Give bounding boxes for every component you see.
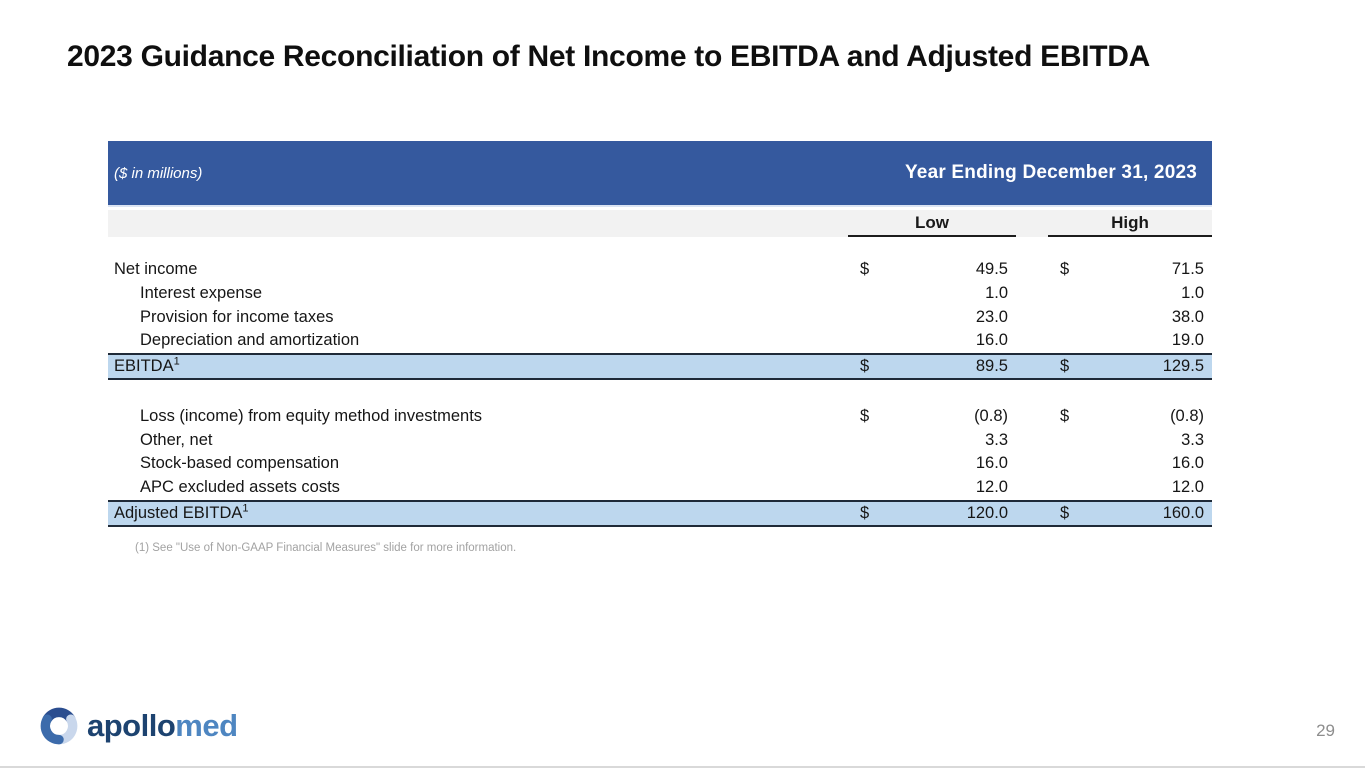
high-dollar-sign: $	[1060, 407, 1070, 426]
high-value: (0.8)	[1170, 407, 1204, 426]
header-accent-line	[108, 205, 1212, 207]
high-value: 129.5	[1162, 356, 1204, 375]
low-dollar-sign: $	[860, 407, 870, 426]
high-dollar-sign: $	[1060, 260, 1070, 279]
row-label: APC excluded assets costs	[140, 478, 340, 497]
column-header-high: High	[1048, 210, 1212, 237]
table-rows: Net income $49.5 $71.5 Interest expense 1.0 1…	[108, 258, 1212, 527]
page-number: 29	[1316, 721, 1335, 740]
high-value: 19.0	[1171, 331, 1204, 350]
low-value: (0.8)	[974, 407, 1008, 426]
header-gap	[108, 207, 1212, 210]
column-header-low: Low	[848, 210, 1016, 237]
low-value: 23.0	[975, 307, 1008, 326]
low-value: 89.5	[975, 356, 1008, 375]
high-value: 12.0	[1171, 478, 1204, 497]
table-row: Other, net 3.3 3.3	[108, 428, 1212, 452]
low-value: 12.0	[975, 478, 1008, 497]
low-value: 120.0	[966, 503, 1008, 522]
high-value: 38.0	[1171, 307, 1204, 326]
table-row: Net income $49.5 $71.5	[108, 258, 1212, 282]
row-label: Net income	[114, 260, 198, 279]
table-row: Adjusted EBITDA1 $120.0 $160.0	[108, 499, 1212, 527]
low-value: 1.0	[985, 284, 1008, 303]
company-logo: apollomed	[38, 705, 238, 747]
high-value: 71.5	[1171, 260, 1204, 279]
column-header-band: Low High	[108, 210, 1212, 237]
low-value: 3.3	[985, 430, 1008, 449]
logo-wordmark: apollomed	[87, 705, 238, 747]
high-value: 16.0	[1171, 454, 1204, 473]
table-row: Loss (income) from equity method investm…	[108, 405, 1212, 429]
low-value: 49.5	[975, 260, 1008, 279]
page-title: 2023 Guidance Reconciliation of Net Inco…	[67, 40, 1150, 73]
footnote: (1) See "Use of Non-GAAP Financial Measu…	[135, 542, 517, 554]
high-dollar-sign: $	[1060, 503, 1070, 522]
high-value: 160.0	[1162, 503, 1204, 522]
table-row: Depreciation and amortization 16.0 19.0	[108, 329, 1212, 353]
table-row: EBITDA1 $89.5 $129.5	[108, 352, 1212, 380]
period-header: Year Ending December 31, 2023	[904, 162, 1197, 183]
table-row: Provision for income taxes 23.0 38.0	[108, 305, 1212, 329]
table-row: Stock-based compensation 16.0 16.0	[108, 452, 1212, 476]
section-gap	[108, 380, 1212, 405]
low-dollar-sign: $	[860, 503, 870, 522]
high-value: 1.0	[1181, 284, 1204, 303]
logo-text-apollo: apollo	[87, 708, 176, 743]
high-dollar-sign: $	[1060, 356, 1070, 375]
table-header-bar: ($ in millions) Year Ending December 31,…	[108, 141, 1212, 205]
footnote-reference: 1	[242, 502, 249, 514]
high-value: 3.3	[1181, 430, 1204, 449]
row-label: Provision for income taxes	[140, 307, 334, 326]
low-dollar-sign: $	[860, 260, 870, 279]
row-label: Loss (income) from equity method investm…	[140, 407, 483, 426]
slide-bottom-edge	[0, 766, 1365, 768]
apollomed-swirl-icon	[40, 707, 78, 745]
table-row: APC excluded assets costs 12.0 12.0	[108, 476, 1212, 500]
low-dollar-sign: $	[860, 356, 870, 375]
footnote-reference: 1	[173, 355, 180, 368]
units-label: ($ in millions)	[114, 164, 203, 182]
row-label: Adjusted EBITDA1	[114, 502, 249, 522]
table-row: Interest expense 1.0 1.0	[108, 282, 1212, 306]
row-label: Interest expense	[140, 284, 262, 303]
low-value: 16.0	[975, 454, 1008, 473]
row-label: Stock-based compensation	[140, 454, 340, 473]
low-value: 16.0	[975, 331, 1008, 350]
logo-text-med: med	[175, 708, 238, 743]
reconciliation-table: ($ in millions) Year Ending December 31,…	[108, 141, 1212, 527]
row-label: Other, net	[140, 430, 213, 449]
row-label: Depreciation and amortization	[140, 331, 360, 350]
row-label: EBITDA1	[114, 355, 180, 375]
